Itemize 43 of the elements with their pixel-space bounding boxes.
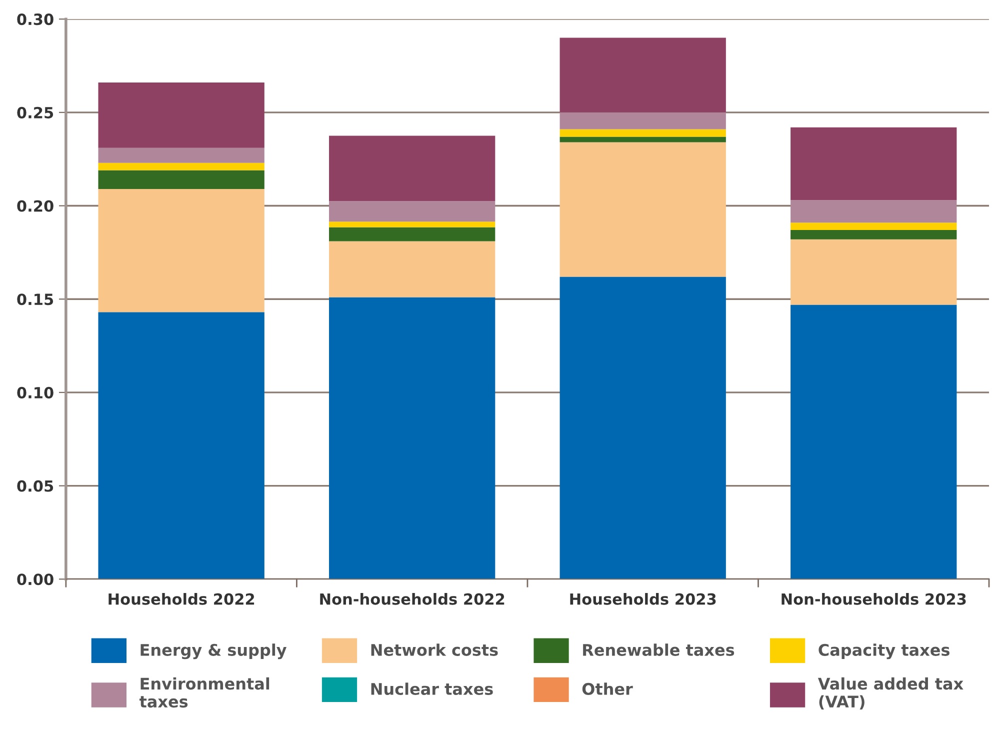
bar (560, 142, 726, 277)
legend-label: Renewable taxes (583, 644, 734, 656)
y-tick-label: 0.15 (17, 294, 54, 306)
y-tick-label: 0.30 (17, 14, 54, 26)
legend-label: Value added tax (VAT) (818, 677, 964, 710)
bar (790, 239, 957, 305)
y-tick-label: 0.20 (17, 200, 54, 212)
bar (790, 222, 957, 230)
bar (790, 200, 957, 223)
bar (329, 201, 496, 222)
x-tick-label: Non-households 2023 (782, 593, 966, 605)
bar (98, 82, 264, 148)
bar (560, 38, 726, 112)
bar (329, 241, 496, 298)
bar (98, 312, 264, 580)
bar (560, 112, 726, 130)
bar (98, 148, 264, 163)
y-tick-label: 0.05 (17, 480, 54, 492)
legend-label: Capacity taxes (818, 644, 950, 660)
bar (98, 188, 264, 312)
y-tick-label: 0.10 (17, 386, 54, 398)
bar (790, 304, 957, 580)
y-tick-label: 0.00 (17, 574, 54, 586)
bar (329, 297, 496, 580)
legend-label: Energy & supply (140, 644, 287, 660)
bar (329, 227, 496, 242)
legend-label: Nuclear taxes (371, 682, 493, 695)
bar (560, 136, 726, 142)
bar (329, 136, 496, 202)
legend-label: Other (582, 682, 633, 695)
legend-label: Network costs (371, 644, 498, 656)
x-tick-label: Households 2023 (570, 593, 716, 605)
bar (790, 127, 957, 200)
bar (329, 222, 496, 228)
bar (790, 230, 957, 240)
legend-label: Environmental taxes (139, 677, 270, 708)
bar (98, 162, 264, 170)
x-tick-label: Non-households 2022 (320, 593, 504, 605)
bar (560, 276, 726, 580)
x-tick-label: Households 2022 (108, 593, 254, 605)
y-tick-label: 0.25 (17, 106, 54, 118)
bar (98, 170, 264, 189)
bar (560, 129, 726, 137)
